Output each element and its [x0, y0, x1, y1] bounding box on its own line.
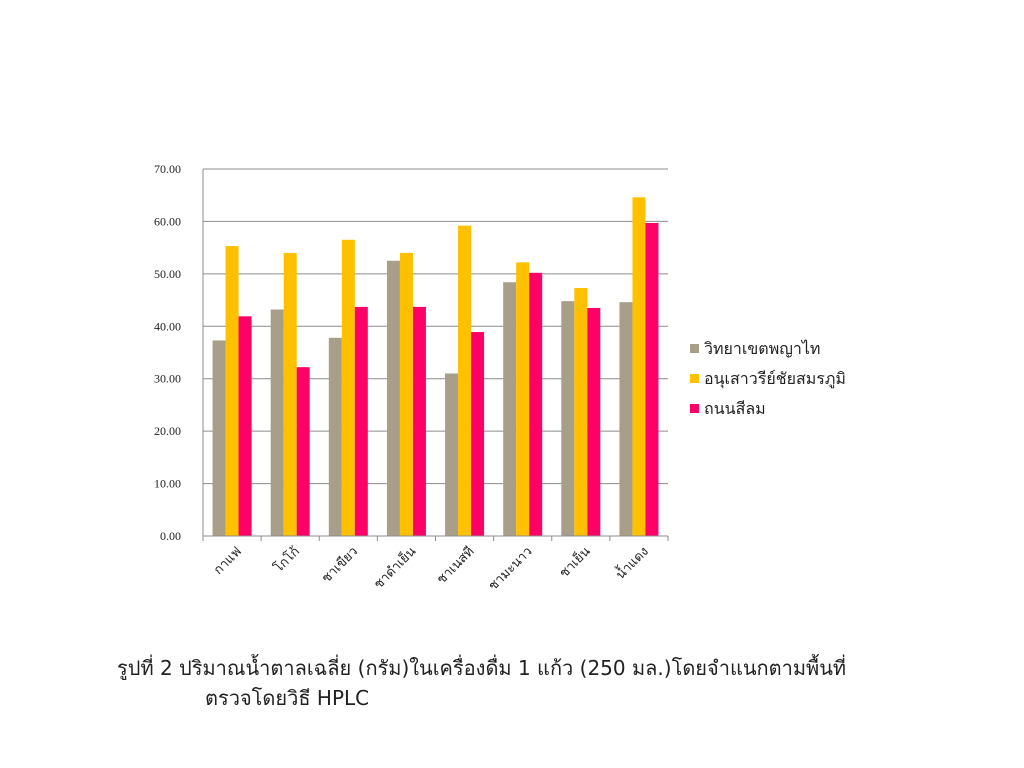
- y-axis-tick-labels: 0.00 10.00 20.00 30.00 40.00 50.00 60.00 70.00: [154, 162, 181, 543]
- y-tick-label: 10.00: [154, 477, 181, 491]
- bar: [503, 282, 517, 536]
- legend-swatch: [690, 404, 699, 413]
- legend-swatch: [690, 344, 699, 353]
- bar: [445, 373, 459, 536]
- bar: [354, 306, 368, 536]
- legend-label: วิทยาเขตพญาไท: [704, 339, 820, 358]
- bar-chart: 0.0010.0020.0030.0040.0050.0060.0070.00 …: [154, 162, 846, 594]
- bar: [561, 301, 575, 536]
- figure-caption-line-2: ตรวจโดยวิธี HPLC: [205, 686, 370, 710]
- x-category-label: น้ำแดง: [611, 542, 652, 583]
- bar: [412, 306, 426, 536]
- y-tick-label: 20.00: [154, 424, 181, 438]
- x-axis-category-labels: กาแฟ โกโก้ ชาเขียว ชาดำเย็น ชาเนสที ชามะนาว ชา…: [211, 542, 652, 594]
- bar: [270, 309, 284, 536]
- bars: [212, 197, 659, 536]
- bar: [386, 260, 400, 536]
- x-category-label: ชาดำเย็น: [369, 542, 419, 592]
- x-category-label: โกโก้: [271, 544, 303, 576]
- y-tick-label: 40.00: [154, 319, 181, 333]
- x-category-label: ชาเขียว: [318, 544, 361, 587]
- bar: [296, 367, 310, 536]
- bar: [328, 337, 342, 536]
- bar: [619, 302, 633, 536]
- x-category-label: ชาเนสที: [434, 544, 478, 588]
- axes: [202, 169, 669, 541]
- bar: [529, 272, 543, 536]
- bar: [225, 246, 239, 536]
- legend-label: ถนนสีลม: [704, 399, 766, 418]
- legend: วิทยาเขตพญาไทอนุเสาวรีย์ชัยสมรภูมิถนนสีล…: [690, 339, 846, 418]
- x-category-label: กาแฟ: [211, 544, 245, 578]
- bar: [574, 288, 588, 536]
- y-tick-label: 50.00: [154, 267, 181, 281]
- x-category-label: ชาเย็น: [555, 542, 594, 581]
- y-tick-label: 30.00: [154, 372, 181, 386]
- y-tick-label: 0.00: [160, 529, 181, 543]
- x-category-label: ชามะนาว: [486, 544, 536, 594]
- figure-caption-line-1: รูปที่ 2 ปริมาณน้ำตาลเฉลี่ย (กรัม)ในเครื…: [117, 656, 847, 680]
- bar: [283, 252, 297, 536]
- bar: [516, 262, 530, 536]
- bar: [399, 252, 413, 536]
- bar: [632, 197, 646, 536]
- bar: [238, 316, 252, 536]
- bar: [587, 307, 601, 536]
- bar: [645, 223, 659, 536]
- y-tick-label: 60.00: [154, 214, 181, 228]
- y-tick-label: 70.00: [154, 162, 181, 176]
- bar: [341, 239, 355, 536]
- legend-label: อนุเสาวรีย์ชัยสมรภูมิ: [704, 369, 846, 389]
- bar: [458, 225, 472, 536]
- bar: [471, 332, 485, 536]
- bar: [212, 340, 226, 536]
- legend-swatch: [690, 374, 699, 383]
